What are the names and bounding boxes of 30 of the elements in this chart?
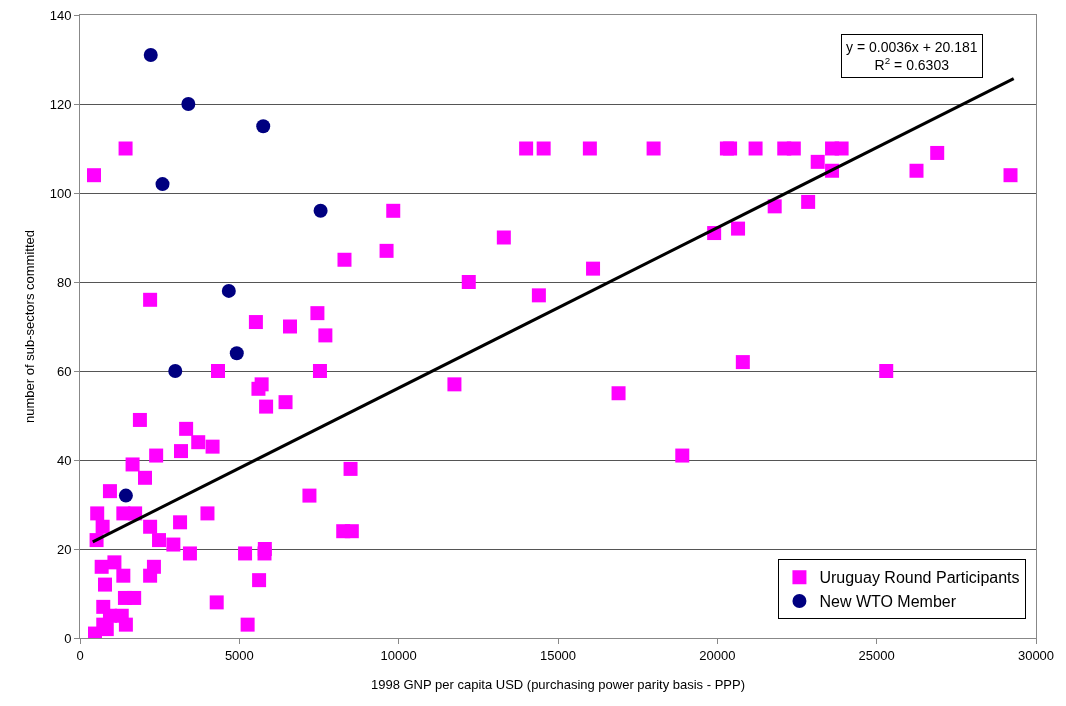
y-tick-label: 100: [49, 185, 72, 201]
y-tick-label: 20: [56, 541, 72, 557]
legend-label: Uruguay Round Participants: [819, 569, 1020, 587]
annotation: R$^{2}$ = 0.6303: [874, 55, 950, 74]
point: [313, 203, 328, 218]
x-tick-label: 30000: [1017, 647, 1055, 663]
point: [256, 119, 271, 134]
x-tick-label: 25000: [858, 647, 895, 663]
point: [168, 364, 183, 378]
annotation: y = 0.0036x + 20.181: [846, 39, 978, 55]
y-tick-label: 140: [49, 7, 72, 23]
point: [155, 177, 170, 192]
x-tick-label: 20000: [699, 647, 736, 663]
x-axis-title: 1998 GNP per capita USD (purchasing power parity basis - PPP): [370, 677, 746, 693]
y-tick-label: 40: [56, 452, 72, 468]
point: [229, 346, 244, 361]
y-tick-label: 120: [49, 96, 72, 112]
y-axis-title: number of sub-sectors committed: [21, 230, 37, 423]
legend-label: New WTO Member: [819, 593, 957, 611]
y-tick-label: 0: [64, 630, 72, 646]
x-tick-label: 5000: [224, 647, 254, 663]
x-tick-label: 0: [76, 647, 84, 663]
y-tick-label: 60: [56, 363, 72, 379]
point: [221, 283, 236, 298]
x-tick-label: 10000: [380, 647, 417, 663]
point: [143, 48, 158, 63]
x-tick-label: 15000: [539, 647, 577, 663]
point: [118, 488, 133, 503]
point: [181, 97, 196, 111]
y-tick-label: 80: [56, 274, 72, 290]
